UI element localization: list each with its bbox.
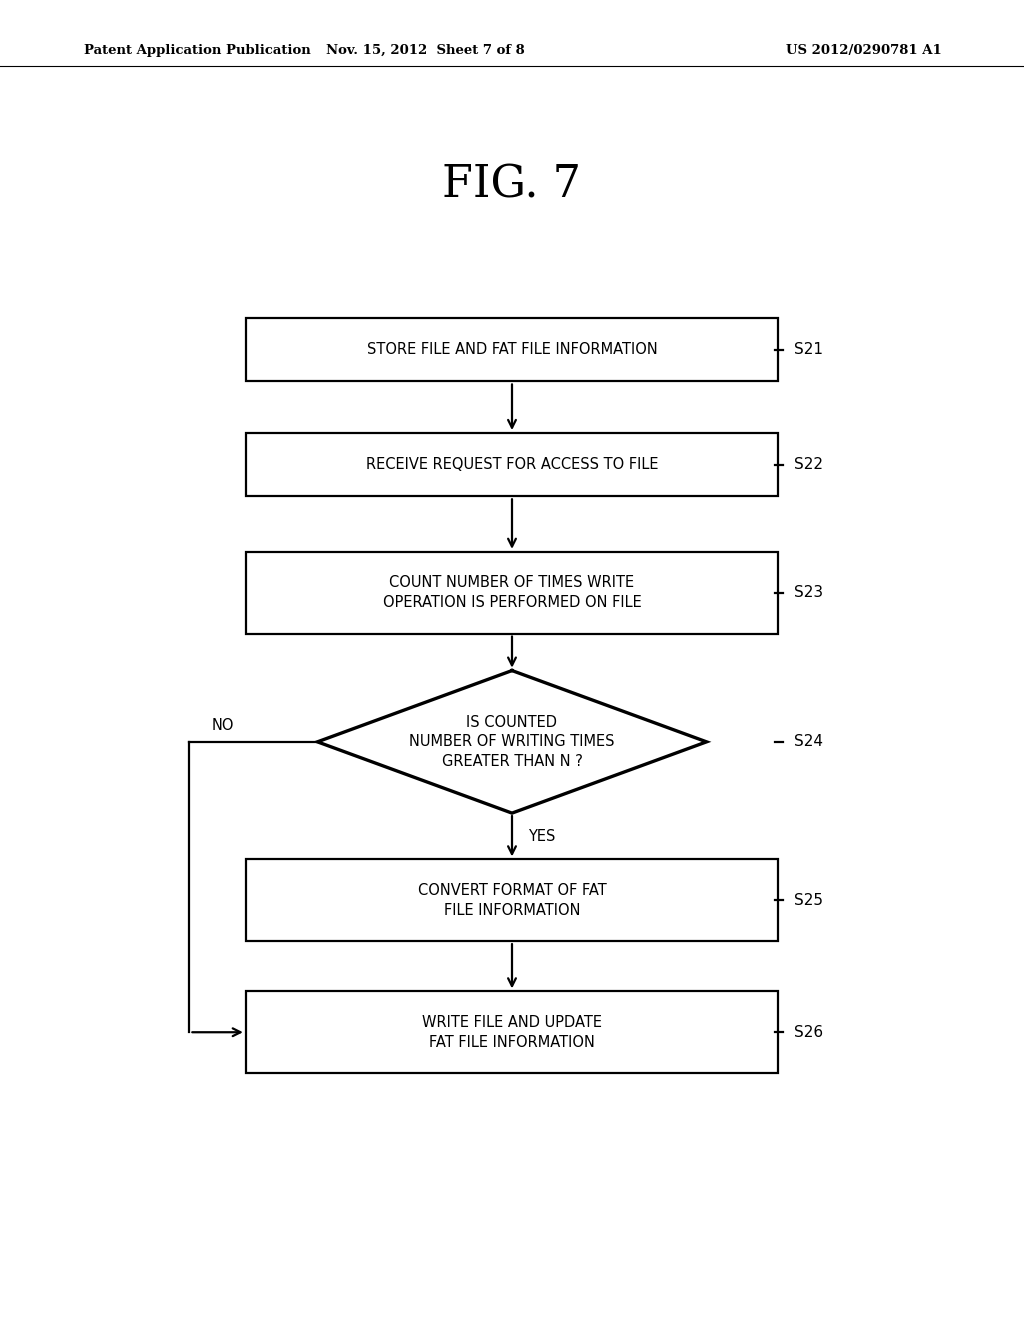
Text: FIG. 7: FIG. 7	[442, 164, 582, 206]
Text: CONVERT FORMAT OF FAT
FILE INFORMATION: CONVERT FORMAT OF FAT FILE INFORMATION	[418, 883, 606, 917]
Text: WRITE FILE AND UPDATE
FAT FILE INFORMATION: WRITE FILE AND UPDATE FAT FILE INFORMATI…	[422, 1015, 602, 1049]
Text: S25: S25	[794, 892, 822, 908]
Bar	[246, 552, 778, 634]
Text: IS COUNTED
NUMBER OF WRITING TIMES
GREATER THAN N ?: IS COUNTED NUMBER OF WRITING TIMES GREAT…	[410, 714, 614, 770]
Text: COUNT NUMBER OF TIMES WRITE
OPERATION IS PERFORMED ON FILE: COUNT NUMBER OF TIMES WRITE OPERATION IS…	[383, 576, 641, 610]
Text: S23: S23	[794, 585, 822, 601]
Text: Nov. 15, 2012  Sheet 7 of 8: Nov. 15, 2012 Sheet 7 of 8	[326, 44, 524, 57]
Text: NO: NO	[212, 718, 234, 734]
Bar	[246, 859, 778, 941]
Text: YES: YES	[528, 829, 556, 843]
Text: S21: S21	[794, 342, 822, 358]
Bar	[246, 991, 778, 1073]
Text: S26: S26	[794, 1024, 822, 1040]
Text: RECEIVE REQUEST FOR ACCESS TO FILE: RECEIVE REQUEST FOR ACCESS TO FILE	[366, 457, 658, 473]
Bar	[246, 433, 778, 496]
Text: Patent Application Publication: Patent Application Publication	[84, 44, 310, 57]
Bar	[246, 318, 778, 381]
Text: STORE FILE AND FAT FILE INFORMATION: STORE FILE AND FAT FILE INFORMATION	[367, 342, 657, 358]
Polygon shape	[317, 671, 707, 813]
Text: S22: S22	[794, 457, 822, 473]
Text: S24: S24	[794, 734, 822, 750]
Text: US 2012/0290781 A1: US 2012/0290781 A1	[786, 44, 942, 57]
